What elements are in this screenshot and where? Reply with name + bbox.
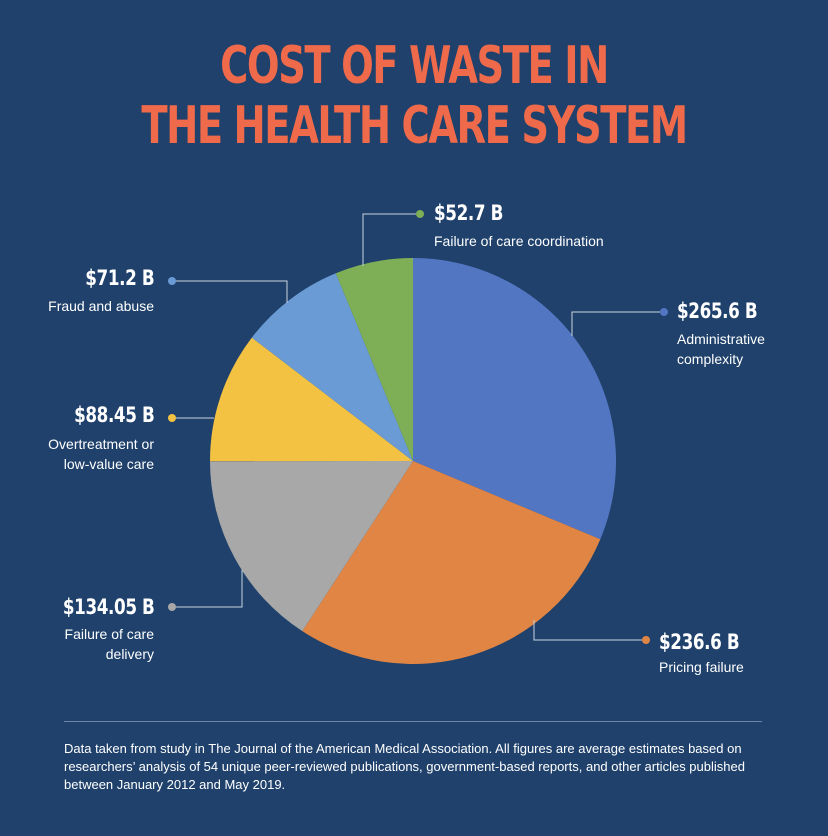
- pie-slice-administrative: [413, 257, 617, 540]
- leader-dot-coordination: [416, 210, 424, 218]
- leader-dot-pricing: [642, 636, 650, 644]
- leader-dot-care-delivery: [168, 603, 176, 611]
- leader-line-coordination: [362, 213, 420, 266]
- pie-slice-care-delivery: [210, 461, 413, 632]
- slice-desc-fraud: Fraud and abuse: [48, 298, 154, 314]
- slice-desc-care-delivery: Failure of care delivery: [64, 626, 154, 662]
- leader-line-pricing: [533, 620, 646, 641]
- leader-line-care-delivery: [172, 570, 243, 608]
- pie-chart: [168, 210, 668, 665]
- slice-value-care-delivery: $134.05 B: [62, 595, 154, 619]
- slice-value-overtreatment: $88.45 B: [73, 403, 155, 427]
- chart-title-line-1: COST OF WASTE IN: [220, 36, 609, 96]
- pie-slice-overtreatment: [209, 337, 413, 462]
- slice-value-pricing: $236.6 B: [659, 630, 740, 654]
- slice-desc-pricing: Pricing failure: [659, 659, 744, 675]
- pie-slice-pricing: [302, 461, 601, 665]
- leader-line-administrative: [571, 311, 664, 336]
- slice-value-administrative: $265.6 B: [677, 299, 758, 323]
- slice-desc-coordination: Failure of care coordination: [434, 233, 604, 249]
- footer-divider: [64, 721, 762, 722]
- slice-desc-administrative: Administrative complexity: [677, 331, 765, 367]
- pie-slice-fraud: [251, 273, 413, 461]
- slice-value-fraud: $71.2 B: [85, 266, 154, 290]
- leader-dot-administrative: [660, 308, 668, 316]
- leader-dot-overtreatment: [168, 414, 176, 422]
- source-note: Data taken from study in The Journal of …: [64, 741, 745, 792]
- slice-desc-overtreatment: Overtreatment or low-value care: [48, 436, 154, 472]
- slice-value-coordination: $52.7 B: [434, 201, 503, 225]
- leader-line-fraud: [172, 280, 288, 303]
- chart-title-line-2: THE HEALTH CARE SYSTEM: [141, 96, 688, 156]
- pie-slice-coordination: [335, 258, 413, 461]
- leader-dot-fraud: [168, 277, 176, 285]
